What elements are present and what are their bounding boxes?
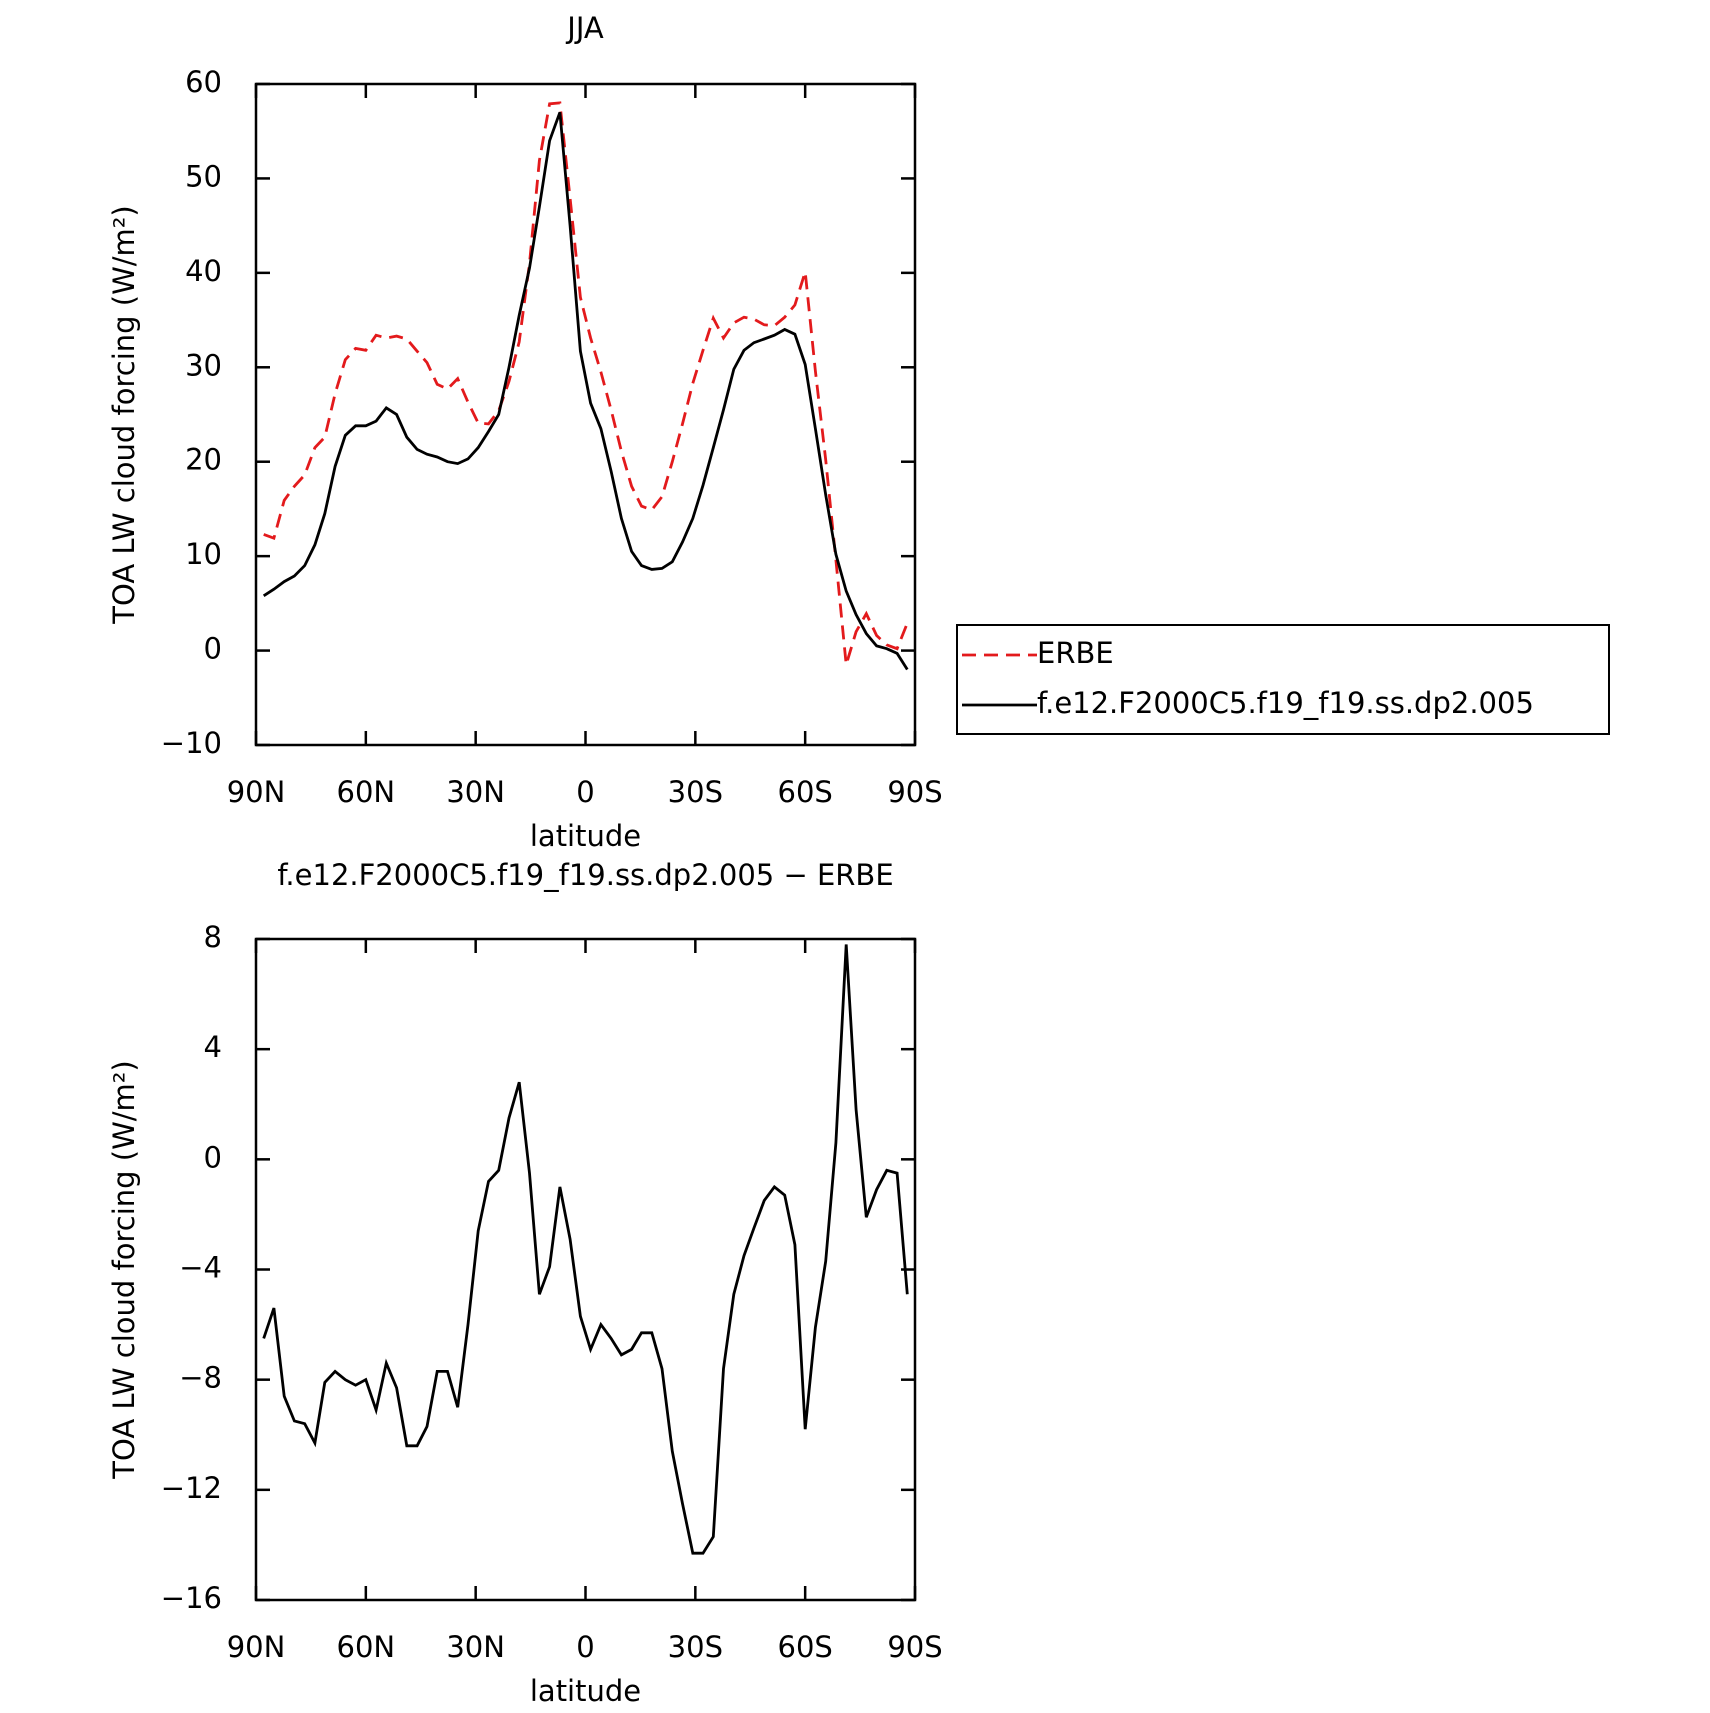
x-tick-label: 60S	[778, 775, 833, 809]
y-axis-label: TOA LW cloud forcing (W/m²)	[107, 1060, 141, 1479]
data-line	[262, 944, 909, 1555]
y-tick-label: 60	[185, 65, 222, 99]
x-tick-label: 90N	[227, 1630, 286, 1664]
y-tick-label: −8	[179, 1361, 222, 1395]
y-tick-label: −10	[161, 726, 222, 760]
x-tick-label: 90S	[887, 775, 942, 809]
legend-box	[956, 624, 1610, 735]
y-axis-label: TOA LW cloud forcing (W/m²)	[107, 205, 141, 624]
x-tick-label: 90N	[227, 775, 286, 809]
y-tick-label: 10	[185, 537, 222, 571]
y-tick-label: −12	[161, 1471, 222, 1505]
y-tick-label: 0	[204, 1140, 222, 1174]
x-tick-label: 0	[576, 775, 594, 809]
x-tick-label: 30S	[668, 775, 723, 809]
x-tick-label: 60S	[778, 1630, 833, 1664]
legend-label: ERBE	[1037, 636, 1114, 670]
x-tick-label: 30N	[446, 775, 505, 809]
data-line	[262, 111, 909, 671]
legend-label: f.e12.F2000C5.f19_f19.ss.dp2.005	[1037, 686, 1534, 720]
y-tick-label: 8	[204, 920, 222, 954]
y-tick-label: −16	[161, 1581, 222, 1615]
plot-frame	[254, 937, 917, 1602]
chart-title: f.e12.F2000C5.f19_f19.ss.dp2.005 − ERBE	[277, 858, 893, 892]
plot-frame	[254, 82, 917, 747]
data-line	[263, 101, 909, 666]
x-tick-label: 90S	[887, 1630, 942, 1664]
x-axis-label: latitude	[530, 819, 641, 853]
chart-title: JJA	[565, 11, 604, 45]
y-tick-label: 20	[185, 443, 222, 477]
y-tick-label: 50	[185, 159, 222, 193]
x-tick-label: 60N	[337, 1630, 396, 1664]
x-tick-label: 30N	[446, 1630, 505, 1664]
y-tick-label: 30	[185, 348, 222, 382]
x-tick-label: 60N	[337, 775, 396, 809]
x-tick-label: 0	[576, 1630, 594, 1664]
y-tick-label: 0	[204, 632, 222, 666]
x-tick-label: 30S	[668, 1630, 723, 1664]
y-tick-label: −4	[179, 1251, 222, 1285]
x-axis-label: latitude	[530, 1674, 641, 1708]
y-tick-label: 4	[204, 1030, 222, 1064]
y-tick-label: 40	[185, 254, 222, 288]
